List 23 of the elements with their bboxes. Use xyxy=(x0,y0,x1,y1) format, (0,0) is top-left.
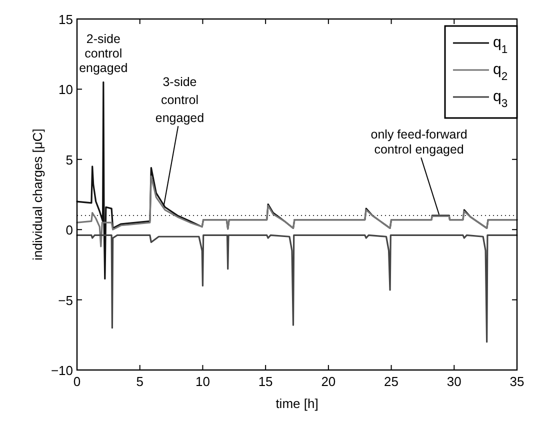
y-tick-label: −10 xyxy=(50,363,73,378)
x-tick-label: 5 xyxy=(136,374,144,389)
x-tick-label: 15 xyxy=(258,374,273,389)
y-tick-label: −5 xyxy=(58,292,73,308)
x-tick-label: 35 xyxy=(510,374,524,389)
legend-label: q$_{2}$ xyxy=(493,61,508,83)
line-series xyxy=(76,175,518,248)
y-tick-label: 0 xyxy=(66,222,73,238)
y-tick-label: 5 xyxy=(66,152,73,168)
x-tick-label: 30 xyxy=(446,374,462,389)
y-tick-label: 15 xyxy=(58,12,73,27)
x-tick-label: 10 xyxy=(195,374,210,389)
y-axis-title: individual charges [μC] xyxy=(30,128,45,260)
y-tick-label: 10 xyxy=(58,82,73,98)
annotation: 3-side control engaged xyxy=(155,75,204,126)
legend-label: q$_{1}$ xyxy=(493,34,508,56)
line-series xyxy=(76,234,518,343)
x-tick-label: 25 xyxy=(384,374,399,389)
x-tick-label: 20 xyxy=(321,374,336,389)
annotation: 2-side control engaged xyxy=(79,32,128,76)
annotation: only feed-forward control engaged xyxy=(370,128,468,157)
x-axis-title: time [h] xyxy=(276,396,318,411)
legend-label: q$_{3}$ xyxy=(493,88,508,110)
